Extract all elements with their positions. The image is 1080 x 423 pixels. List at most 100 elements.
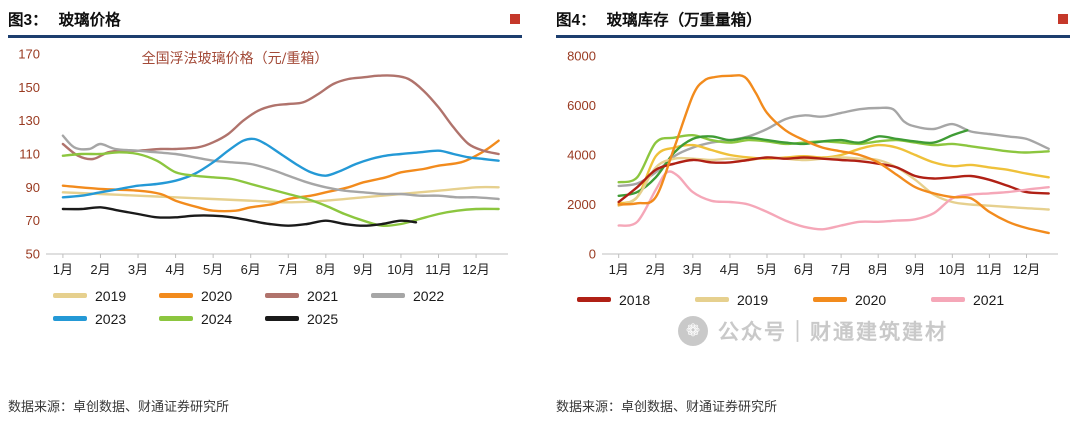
y-axis-tick-label: 130 <box>18 113 40 128</box>
legend-item-2023: 2023 <box>53 311 159 327</box>
x-axis-tick-label: 7月 <box>831 262 851 277</box>
y-axis-tick-label: 170 <box>18 46 40 61</box>
figure4-panel: 图4： 玻璃库存（万重量箱） 0 2000 4000 6000 8000 1月 2月 3月 4月… <box>556 6 1070 423</box>
y-axis-tick-label: 110 <box>19 146 40 161</box>
legend-label: 2024 <box>201 310 233 327</box>
glass-price-legend: 2019 2020 2021 2022 2023 2024 2025 <box>8 288 522 327</box>
legend-swatch <box>53 316 87 321</box>
wechat-account-logo-icon: ❁ <box>678 315 708 346</box>
glass-inventory-chart: 0 2000 4000 6000 8000 1月 2月 3月 4月 5月 6月 7月 8月 9月 10月 11… <box>567 48 1058 277</box>
legend-swatch <box>159 316 193 321</box>
legend-item-2019: 2019 <box>695 292 813 308</box>
figure3-source: 数据来源：卓创数据、财通证券研究所 <box>8 399 230 414</box>
legend-label: 2020 <box>855 291 887 308</box>
legend-label: 2019 <box>95 287 127 304</box>
figure3-number: 图3： <box>8 12 48 29</box>
corner-square-icon <box>510 14 520 24</box>
figure4-name: 玻璃库存（万重量箱） <box>606 12 762 29</box>
series-line-2025 <box>617 128 969 197</box>
y-axis-tick-label: 90 <box>26 179 40 194</box>
legend-label: 2022 <box>413 287 445 304</box>
y-axis-tick-label: 8000 <box>567 48 596 63</box>
series-line-2024 <box>61 150 500 227</box>
series-line-2024 <box>617 133 1050 183</box>
corner-square-icon <box>1058 14 1068 24</box>
legend-item-2020: 2020 <box>159 288 265 304</box>
legend-item-2025: 2025 <box>265 311 371 327</box>
legend-swatch <box>931 297 965 302</box>
figure3-title: 图3： 玻璃价格 <box>8 8 121 30</box>
legend-label: 2021 <box>973 291 1005 308</box>
figure4-source: 数据来源：卓创数据、财通证券研究所 <box>556 399 778 414</box>
figure4-title: 图4： 玻璃库存（万重量箱） <box>556 8 762 30</box>
legend-swatch <box>695 297 729 302</box>
y-axis-tick-label: 4000 <box>567 147 596 162</box>
x-axis-tick-label: 3月 <box>128 262 148 277</box>
legend-swatch <box>371 293 405 298</box>
x-axis-tick-label: 1月 <box>53 262 73 277</box>
y-axis-tick-label: 0 <box>589 246 596 261</box>
series-line-2021 <box>61 73 500 160</box>
x-axis-tick-label: 1月 <box>609 262 629 277</box>
x-axis-tick-label: 5月 <box>203 262 223 277</box>
series-line-2022 <box>61 134 500 200</box>
watermark: ❁ 公众号｜财通建筑建材 <box>556 315 1070 346</box>
header-rule <box>556 35 1070 38</box>
legend-label: 2021 <box>307 287 339 304</box>
series-line-2021 <box>617 169 1050 231</box>
x-axis-tick-label: 6月 <box>794 262 814 277</box>
legend-item-2019: 2019 <box>53 288 159 304</box>
x-axis-tick-label: 8月 <box>316 262 336 277</box>
legend-swatch <box>265 293 299 298</box>
legend-item-2021: 2021 <box>931 292 1049 308</box>
x-axis-tick-label: 5月 <box>757 262 777 277</box>
legend-item-2024: 2024 <box>159 311 265 327</box>
legend-item-2022: 2022 <box>371 288 477 304</box>
series-line-2023 <box>61 137 500 198</box>
header-rule <box>8 35 522 38</box>
legend-swatch <box>577 297 611 302</box>
legend-label: 2020 <box>201 287 233 304</box>
series-line-2020 <box>61 139 500 212</box>
x-axis-tick-label: 11月 <box>425 262 452 277</box>
legend-swatch <box>813 297 847 302</box>
x-axis-tick-label: 6月 <box>241 262 261 277</box>
y-axis-tick-label: 6000 <box>567 98 596 113</box>
x-axis-tick-label: 10月 <box>387 262 414 277</box>
figure3-panel: 图3： 玻璃价格 50 70 90 110 130 150 170 1月 2月 3月 4月 5月 6月 7… <box>8 6 522 423</box>
legend-item-2021: 2021 <box>265 288 371 304</box>
y-axis-tick-label: 150 <box>18 79 40 94</box>
legend-label: 2019 <box>737 291 769 308</box>
x-axis-tick-label: 12月 <box>462 262 489 277</box>
x-axis-tick-label: 4月 <box>165 262 185 277</box>
legend-label: 2018 <box>619 291 651 308</box>
x-axis-tick-label: 2月 <box>90 262 110 277</box>
x-axis-tick-label: 12月 <box>1013 262 1040 277</box>
x-axis-tick-label: 7月 <box>278 262 298 277</box>
series-line-2023 <box>617 143 1050 204</box>
glass-price-chart-area: 50 70 90 110 130 150 170 1月 2月 3月 4月 5月 6月 7月 8月 9月 10月 1… <box>8 42 522 282</box>
glass-inventory-chart-area: 0 2000 4000 6000 8000 1月 2月 3月 4月 5月 6月 7月 8月 9月 10月 11… <box>556 42 1070 282</box>
y-axis-tick-label: 70 <box>26 213 40 228</box>
figure4-number: 图4： <box>556 12 596 29</box>
legend-label: 2025 <box>307 310 339 327</box>
x-axis-tick-label: 3月 <box>683 262 703 277</box>
legend-item-2018: 2018 <box>577 292 695 308</box>
figure3-name: 玻璃价格 <box>58 12 121 29</box>
x-axis-tick-label: 8月 <box>868 262 888 277</box>
x-axis-tick-label: 11月 <box>976 262 1003 277</box>
x-axis-tick-label: 9月 <box>353 262 373 277</box>
x-axis-tick-label: 10月 <box>939 262 966 277</box>
figure3-header: 图3： 玻璃价格 <box>8 6 522 32</box>
glass-price-chart-title: 全国浮法玻璃价格（元/重箱） <box>141 50 329 67</box>
glass-inventory-legend: 2018 2019 2020 2021 <box>556 292 1070 308</box>
x-axis-tick-label: 4月 <box>720 262 740 277</box>
series-line-2018 <box>617 155 1050 203</box>
series-line-2022 <box>617 106 1050 187</box>
legend-label: 2023 <box>95 310 127 327</box>
series-line-2020 <box>617 73 1050 234</box>
x-axis-tick-label: 9月 <box>905 262 925 277</box>
figure4-header: 图4： 玻璃库存（万重量箱） <box>556 6 1070 32</box>
legend-swatch <box>53 293 87 298</box>
